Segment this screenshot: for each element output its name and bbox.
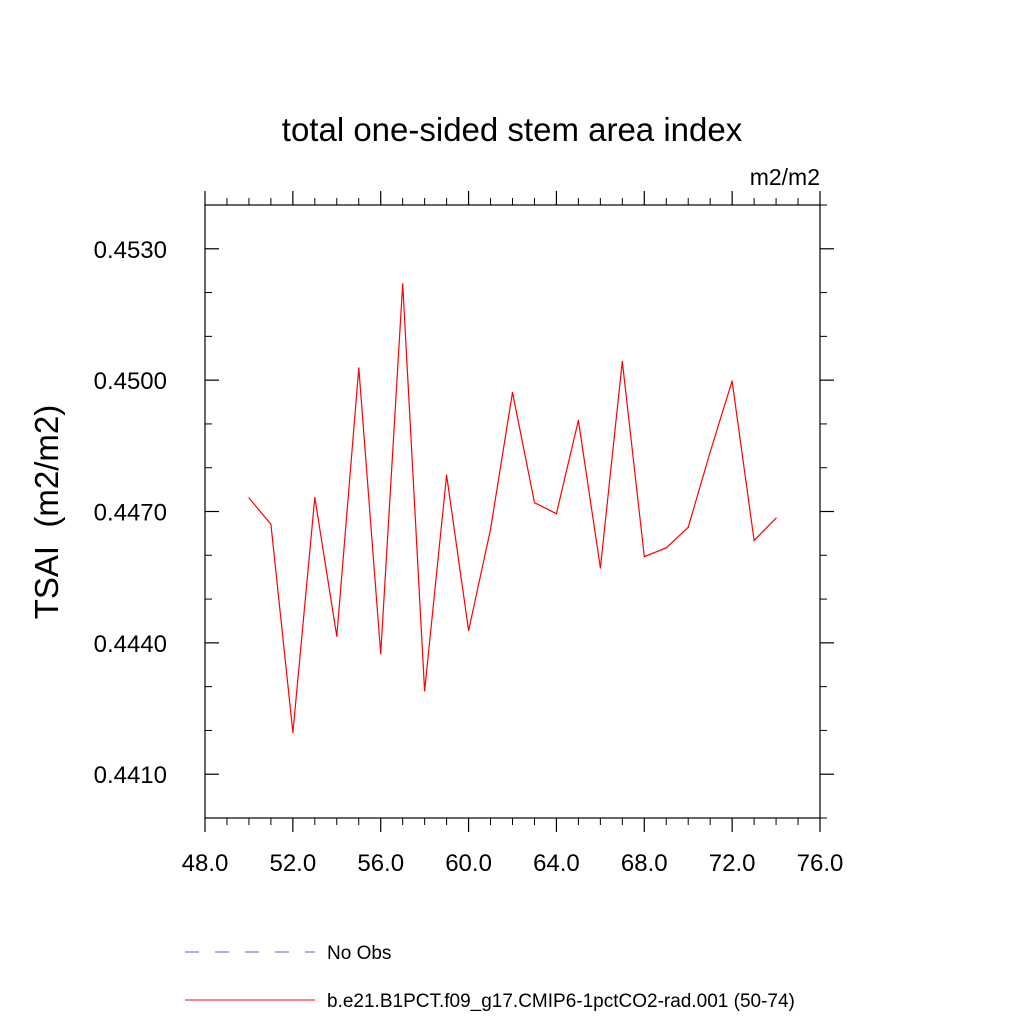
series-point <box>402 283 404 285</box>
x-tick-label: 64.0 <box>533 850 580 877</box>
x-tick-label: 72.0 <box>709 850 756 877</box>
series-point <box>753 539 755 541</box>
legend-label: No Obs <box>327 943 391 964</box>
plot-frame <box>204 204 821 819</box>
y-tick-label: 0.4530 <box>94 237 167 264</box>
series-line <box>248 283 777 733</box>
series-point <box>621 360 623 362</box>
series-point <box>424 690 426 692</box>
y-tick-label: 0.4440 <box>94 631 167 658</box>
chart-title: total one-sided stem area index <box>282 111 743 148</box>
series-point <box>358 367 360 369</box>
x-tick-label: 48.0 <box>182 850 229 877</box>
series-point <box>511 391 514 394</box>
series-point <box>533 502 536 504</box>
series-point <box>709 451 711 453</box>
series-point <box>467 629 470 632</box>
series-point <box>336 635 338 637</box>
series-point <box>380 653 382 655</box>
x-tick-label: 76.0 <box>797 850 844 877</box>
series-point <box>643 555 645 558</box>
y-tick-label: 0.4470 <box>94 500 167 527</box>
y-axis-label: TSAI (m2/m2) <box>28 405 65 620</box>
series-point <box>489 528 492 531</box>
series-point <box>599 567 601 569</box>
x-tick-label: 68.0 <box>621 850 668 877</box>
x-tick-label: 52.0 <box>269 850 316 877</box>
y-tick-label: 0.4500 <box>94 368 167 395</box>
series-point <box>314 496 316 499</box>
units-label: m2/m2 <box>750 164 820 190</box>
series-point <box>665 547 667 549</box>
legend-label: b.e21.B1PCT.f09_g17.CMIP6-1pctCO2-rad.00… <box>327 991 795 1012</box>
y-tick-label: 0.4410 <box>94 762 167 789</box>
x-tick-label: 56.0 <box>357 850 404 877</box>
series-point <box>577 419 579 422</box>
series-point <box>446 474 448 476</box>
series-point <box>731 380 733 382</box>
series-point <box>248 497 250 499</box>
series-point <box>270 523 272 525</box>
series-point <box>292 732 294 734</box>
x-tick-label: 60.0 <box>445 850 492 877</box>
series-point <box>775 517 777 519</box>
series-point <box>555 513 558 515</box>
series-point <box>687 526 689 528</box>
